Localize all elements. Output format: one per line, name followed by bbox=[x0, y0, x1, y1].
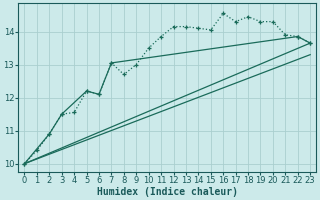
X-axis label: Humidex (Indice chaleur): Humidex (Indice chaleur) bbox=[97, 186, 238, 197]
